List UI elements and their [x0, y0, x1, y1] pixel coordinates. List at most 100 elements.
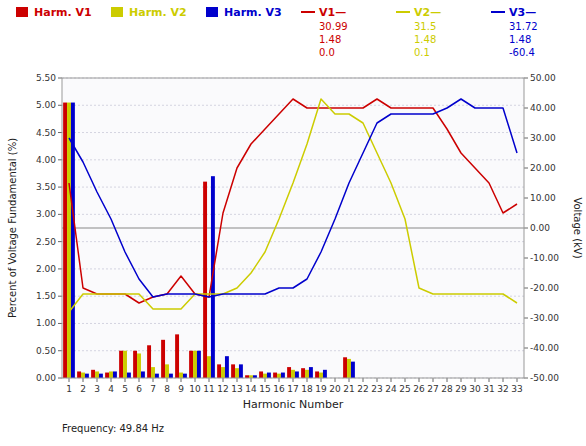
x-tick — [97, 378, 98, 382]
y2-tick-label: -50.00 — [530, 373, 559, 383]
x-tick-label: 20 — [329, 384, 341, 394]
x-tick — [111, 378, 112, 382]
bar-series — [71, 103, 355, 378]
legend-swatch — [16, 7, 28, 17]
line — [69, 99, 517, 303]
axes: 0.000.501.001.502.002.503.003.504.004.50… — [36, 73, 559, 394]
x-tick — [181, 378, 182, 382]
bar — [175, 334, 179, 378]
bar — [267, 373, 271, 378]
bar — [147, 345, 151, 378]
line — [69, 99, 517, 297]
legend-label: V2— — [414, 6, 441, 19]
plot-area — [62, 78, 524, 378]
x-tick — [251, 378, 252, 382]
bar — [287, 367, 291, 378]
y2-tick — [524, 108, 528, 109]
bar — [141, 371, 145, 378]
grid-line — [62, 105, 524, 106]
y-tick-label: 5.00 — [36, 100, 56, 110]
bar — [277, 374, 281, 378]
x-tick-label: 8 — [164, 384, 170, 394]
grid-line — [62, 214, 524, 215]
legend-stat: -60.4 — [509, 47, 535, 58]
x-tick — [125, 378, 126, 382]
x-tick-label: 31 — [483, 384, 494, 394]
bar — [123, 351, 127, 378]
x-tick — [461, 378, 462, 382]
x-tick — [223, 378, 224, 382]
x-tick-label: 16 — [273, 384, 285, 394]
y-tick-label: 3.00 — [36, 209, 56, 219]
x-tick — [489, 378, 490, 382]
y2-tick-label: -20.00 — [530, 283, 559, 293]
bar — [197, 351, 201, 378]
y2-tick-label: 10.00 — [530, 193, 556, 203]
y-tick — [58, 378, 62, 379]
x-tick-label: 1 — [66, 384, 72, 394]
y2-tick-label: 20.00 — [530, 163, 556, 173]
y2-tick — [524, 138, 528, 139]
x-tick-label: 13 — [231, 384, 242, 394]
x-tick-label: 7 — [150, 384, 156, 394]
y2-tick-label: 40.00 — [530, 103, 556, 113]
y-tick-label: 5.50 — [36, 73, 56, 83]
bar — [217, 364, 221, 378]
bar — [91, 370, 95, 378]
y-tick — [58, 214, 62, 215]
bar — [351, 362, 355, 378]
bar — [63, 103, 67, 378]
bar — [301, 368, 305, 378]
legend: Harm. V1Harm. V2Harm. V3V1—30.991.480.0V… — [16, 6, 538, 58]
legend-label: Harm. V1 — [34, 6, 92, 19]
bar — [203, 182, 207, 378]
marks — [63, 99, 517, 378]
y-tick-label: 3.50 — [36, 182, 56, 192]
bar — [161, 340, 165, 378]
y2-tick — [524, 198, 528, 199]
bar — [99, 374, 103, 378]
bar-series — [63, 103, 347, 378]
legend-label: Harm. V2 — [129, 6, 187, 19]
y2-tick — [524, 378, 528, 379]
x-tick — [167, 378, 168, 382]
x-tick — [405, 378, 406, 382]
y-tick-label: 4.00 — [36, 155, 56, 165]
y2-tick — [524, 288, 528, 289]
y2-tick-label: -30.00 — [530, 313, 559, 323]
x-tick — [237, 378, 238, 382]
y-tick-label: 4.50 — [36, 128, 56, 138]
y-tick-label: 0.00 — [36, 373, 56, 383]
bar — [263, 374, 267, 378]
x-tick — [307, 378, 308, 382]
x-tick-label: 19 — [315, 384, 327, 394]
y-tick — [58, 132, 62, 133]
bar — [95, 371, 99, 378]
x-tick-label: 3 — [94, 384, 100, 394]
x-tick — [419, 378, 420, 382]
x-tick-label: 29 — [455, 384, 467, 394]
x-tick-label: 21 — [343, 384, 354, 394]
bar — [291, 370, 295, 378]
legend-label: V3— — [509, 6, 536, 19]
chart: 0.000.501.001.502.002.503.003.504.004.50… — [0, 0, 586, 446]
bar — [225, 356, 229, 378]
x-tick — [433, 378, 434, 382]
y2-tick — [524, 318, 528, 319]
bar — [221, 367, 225, 378]
bar — [179, 373, 183, 378]
grid-line — [62, 159, 524, 160]
x-tick-label: 2 — [80, 384, 86, 394]
x-tick-label: 23 — [371, 384, 382, 394]
legend-stat: 31.72 — [509, 21, 538, 32]
bar — [85, 374, 89, 378]
y2-tick-label: 0.00 — [530, 223, 550, 233]
y2-tick-label: 50.00 — [530, 73, 556, 83]
bar — [155, 374, 159, 378]
x-tick — [195, 378, 196, 382]
x-tick-label: 25 — [399, 384, 410, 394]
plot-frame — [62, 78, 524, 378]
y-tick — [58, 241, 62, 242]
x-tick-label: 18 — [301, 384, 313, 394]
y2-axis-label: Voltage (kV) — [572, 197, 583, 258]
